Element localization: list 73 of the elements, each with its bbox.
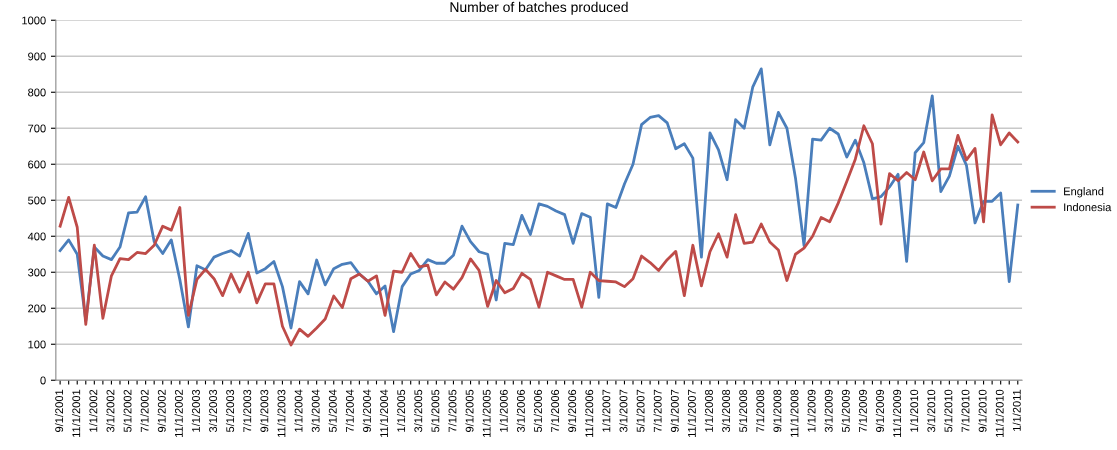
x-tick-label: 1/1/2007 <box>602 389 611 432</box>
x-tick-label: 1/1/2004 <box>294 389 303 432</box>
x-tick-label: 1/1/2011 <box>1012 389 1021 431</box>
x-tick-label: 7/1/2002 <box>140 389 149 432</box>
x-tick-label: 1/1/2005 <box>396 389 406 432</box>
x-tick-label: 11/1/2004 <box>379 389 389 438</box>
y-tick-label: 500 <box>28 196 46 205</box>
x-tick-label: 9/1/2001 <box>54 389 64 432</box>
x-tick-label: 9/1/2002 <box>157 389 166 432</box>
x-tick-label: 9/1/2003 <box>260 389 269 432</box>
x-tick-label: 5/1/2004 <box>328 389 337 433</box>
x-tick-label: 5/1/2006 <box>533 389 542 433</box>
x-tick-label: 9/1/2006 <box>567 389 577 432</box>
x-tick-label: 3/1/2006 <box>516 389 525 433</box>
x-tick-label: 3/1/2009 <box>824 389 833 433</box>
x-tick-label: 11/1/2009 <box>892 389 902 438</box>
x-tick-label: 5/1/2008 <box>738 389 748 433</box>
x-tick-label: 11/1/2006 <box>585 389 594 438</box>
x-tick-label: 9/1/2009 <box>875 389 884 432</box>
y-tick-label: 800 <box>28 88 46 97</box>
x-tick-label: 7/1/2006 <box>550 389 560 432</box>
x-tick-label: 11/1/2010 <box>995 389 1004 438</box>
y-tick-label: 400 <box>27 232 46 241</box>
x-tick-label: 7/1/2008 <box>756 389 765 432</box>
y-tick-label: 700 <box>28 124 46 133</box>
x-tick-label: 3/1/2005 <box>414 389 423 433</box>
x-tick-label: 3/1/2008 <box>721 389 731 433</box>
line-series <box>58 67 1020 334</box>
x-tick-label: 9/1/2005 <box>465 389 474 432</box>
x-tick-label: 1/1/2003 <box>191 389 200 432</box>
y-tick-label: 100 <box>28 340 46 349</box>
line-series <box>58 113 1020 347</box>
x-tick-label: 7/1/2009 <box>858 389 867 432</box>
x-tick-label: 11/1/2007 <box>687 389 696 438</box>
x-tick-label: 9/1/2010 <box>978 389 987 432</box>
y-tick-label: 1000 <box>22 16 46 25</box>
x-tick-label: 5/1/2009 <box>841 389 850 433</box>
x-tick-label: 3/1/2010 <box>927 389 936 433</box>
x-tick-label: 9/1/2007 <box>670 389 679 432</box>
x-tick-label: 7/1/2004 <box>345 389 354 432</box>
legend-label: Indonesia <box>1064 203 1112 212</box>
y-tick-label: 0 <box>40 376 46 385</box>
x-tick-label: 1/1/2010 <box>910 389 919 432</box>
x-tick-label: 7/1/2003 <box>243 389 252 432</box>
x-tick-label: 11/1/2002 <box>174 389 183 438</box>
x-tick-label: 7/1/2005 <box>448 389 457 432</box>
x-tick-label: 7/1/2010 <box>961 389 970 432</box>
x-tick-label: 11/1/2008 <box>790 389 799 438</box>
x-tick-label: 1/1/2008 <box>704 389 713 432</box>
x-tick-label: 9/1/2008 <box>773 389 782 432</box>
x-tick-label: 7/1/2007 <box>653 389 662 432</box>
x-tick-label: 9/1/2004 <box>362 389 371 432</box>
x-tick-label: 5/1/2003 <box>225 389 235 433</box>
x-tick-label: 11/1/2001 <box>72 389 81 438</box>
chart-title: Number of batches produced <box>450 1 628 15</box>
y-tick-label: 300 <box>28 268 46 277</box>
x-tick-label: 11/1/2003 <box>277 389 286 438</box>
x-tick-label: 3/1/2007 <box>619 389 628 433</box>
x-tick-label: 11/1/2005 <box>482 389 491 438</box>
x-tick-label: 1/1/2002 <box>89 389 98 432</box>
x-tick-label: 1/1/2009 <box>807 389 816 432</box>
x-tick-label: 5/1/2010 <box>944 389 953 433</box>
x-tick-label: 5/1/2002 <box>123 389 132 433</box>
y-tick-label: 200 <box>28 304 46 313</box>
x-tick-label: 1/1/2006 <box>499 389 508 432</box>
x-tick-label: 3/1/2004 <box>311 389 320 433</box>
y-tick-label: 600 <box>28 160 46 169</box>
x-tick-label: 5/1/2005 <box>431 389 440 433</box>
legend-label: England <box>1064 187 1104 198</box>
x-tick-label: 5/1/2007 <box>636 389 645 433</box>
x-tick-label: 3/1/2002 <box>106 389 115 433</box>
y-tick-label: 900 <box>28 52 46 61</box>
x-tick-label: 3/1/2003 <box>208 389 218 433</box>
